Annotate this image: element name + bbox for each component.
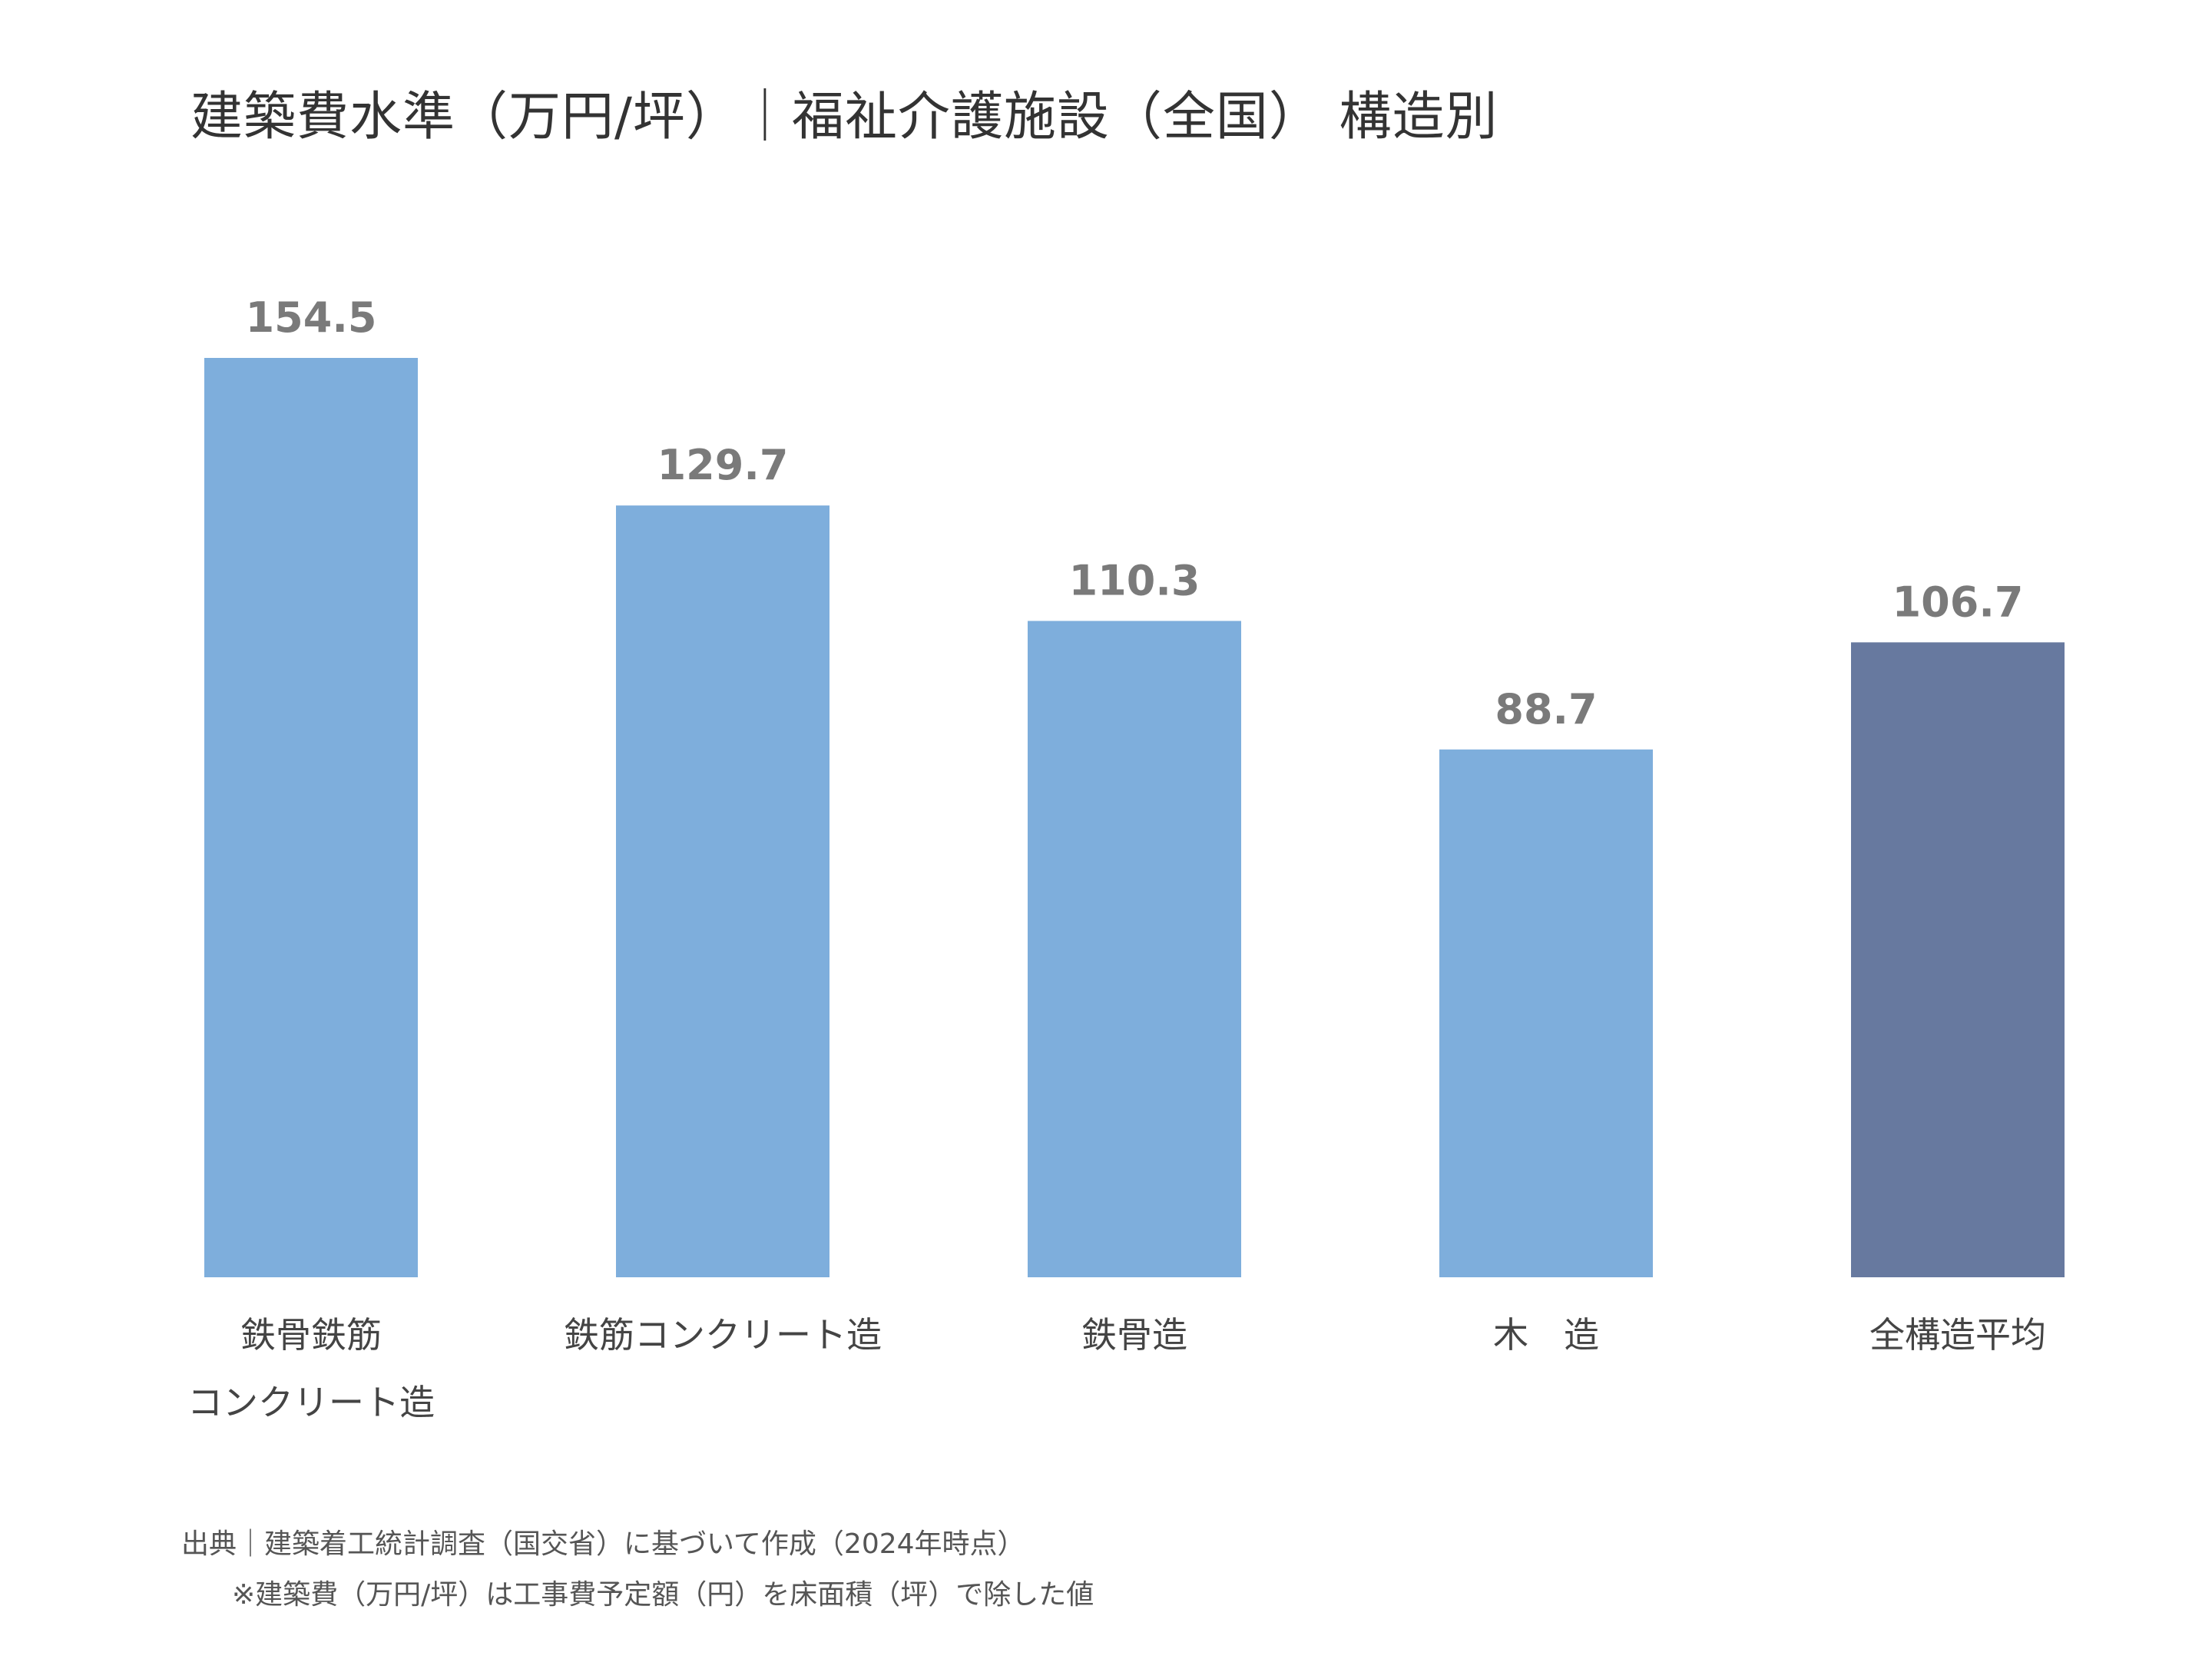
bar-3 [1028,621,1241,1277]
chart-title: 建築費水準（万円/坪）｜福祉介護施設（全国） 構造別 [190,87,1498,147]
category-label-2: 鉄筋コンクリート造 [564,1314,882,1356]
bar-2 [616,505,830,1277]
bar-4 [1439,749,1653,1277]
bar-5 [1851,642,2065,1277]
source-note: ※建築費（万円/坪）は工事費予定額（円）を床面積（坪）で除した値 [232,1579,1094,1611]
category-label-5: 全構造平均 [1869,1314,2046,1356]
value-label-1: 154.5 [246,293,377,342]
category-label-4: 木 造 [1493,1314,1599,1356]
bar-1 [204,358,418,1277]
source-block: 出典｜建築着工統計調査（国交省）に基づいて作成（2024年時点） ※建築費（万円… [181,1519,1094,1621]
category-label-1: 鉄骨鉄筋 コンクリート造 [187,1314,435,1423]
category-label-3: 鉄骨造 [1081,1314,1187,1356]
bars-layer [204,358,2065,1277]
value-label-4: 88.7 [1495,685,1597,733]
source-text: 出典｜建築着工統計調査（国交省）に基づいて作成（2024年時点） [181,1528,1025,1560]
value-labels-layer: 154.5 129.7 110.3 88.7 106.7 [246,293,2024,733]
value-label-5: 106.7 [1892,578,2024,626]
value-label-2: 129.7 [657,441,789,489]
value-label-3: 110.3 [1069,556,1200,604]
